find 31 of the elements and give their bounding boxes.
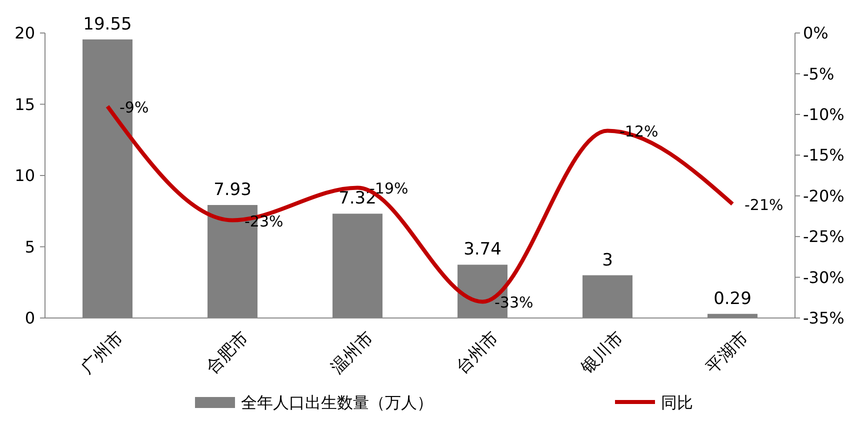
legend-label: 全年人口出生数量（万人） [241, 393, 433, 412]
x-tick-label: 银川市 [576, 328, 628, 379]
x-tick-label: 温州市 [327, 328, 378, 378]
y2-tick-label: -25% [803, 227, 844, 246]
x-tick-label: 广州市 [77, 328, 128, 378]
data-label: -21% [744, 196, 784, 214]
data-label: 19.55 [83, 14, 132, 34]
y2-tick-label: -30% [803, 268, 844, 287]
y-tick-label: 10 [14, 166, 35, 186]
y2-tick-label: -5% [803, 64, 834, 84]
x-tick-label: 平湖市 [702, 328, 752, 378]
x-tick-label: 台州市 [452, 328, 502, 378]
y2-tick-label: 0% [803, 24, 828, 43]
y-tick-label: 20 [14, 24, 35, 43]
y2-tick-label: -20% [803, 186, 844, 206]
data-label: 7.93 [214, 180, 252, 200]
legend-label: 同比 [661, 393, 693, 412]
y-tick-label: 5 [24, 237, 35, 256]
data-label: 0.29 [714, 288, 752, 309]
y2-tick-label: -35% [803, 308, 844, 328]
x-tick-label: 合肥市 [202, 328, 252, 378]
data-label: 3 [602, 250, 613, 270]
y-tick-label: 0 [24, 308, 35, 328]
data-label: -23% [244, 212, 284, 230]
data-label: -33% [494, 294, 534, 312]
y-tick-label: 15 [14, 94, 35, 114]
y2-tick-label: -10% [803, 105, 844, 124]
data-label: 3.74 [464, 240, 502, 260]
data-label: -9% [120, 98, 149, 116]
y2-tick-label: -15% [803, 146, 844, 165]
data-label: -12% [620, 122, 658, 141]
